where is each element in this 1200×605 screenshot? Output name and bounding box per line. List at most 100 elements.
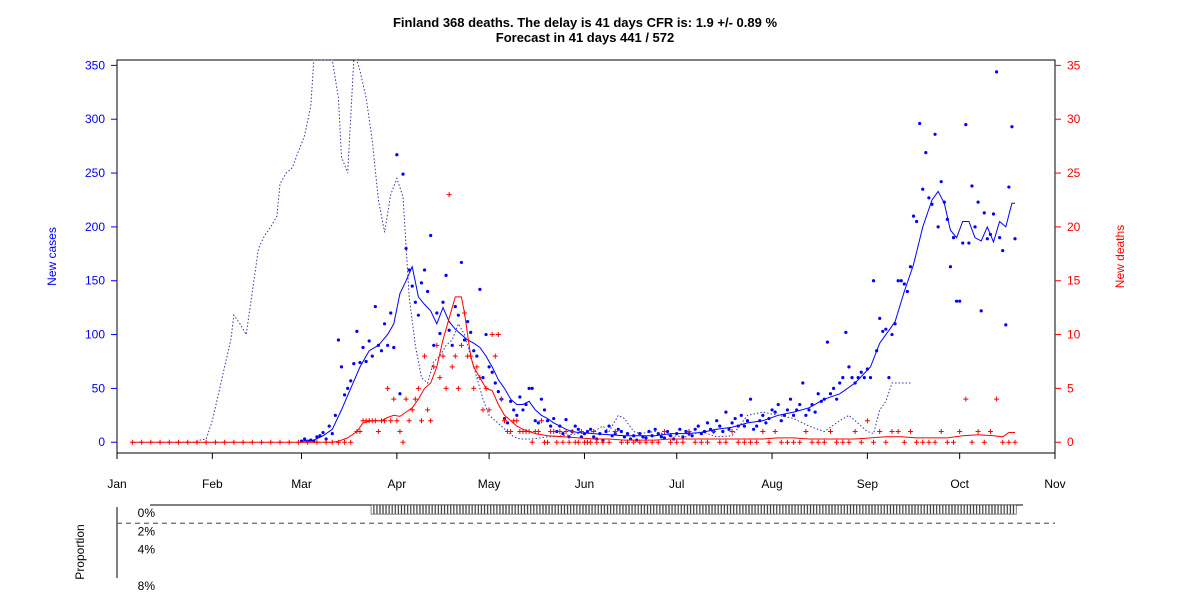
case-point bbox=[398, 392, 402, 396]
proportion-bar bbox=[721, 504, 725, 515]
proportion-bar bbox=[392, 504, 396, 515]
proportion-bar bbox=[626, 504, 630, 515]
proportion-bar bbox=[435, 504, 439, 515]
case-point bbox=[773, 410, 777, 414]
case-point bbox=[788, 397, 793, 401]
death-point bbox=[944, 439, 950, 445]
case-point bbox=[841, 376, 845, 380]
proportion-bar bbox=[825, 504, 829, 515]
proportion-bar bbox=[964, 504, 968, 515]
proportion-bar bbox=[1010, 504, 1014, 515]
shifted-deaths-line bbox=[175, 59, 911, 443]
case-point bbox=[1004, 323, 1008, 327]
proportion-bar bbox=[804, 504, 808, 515]
death-point bbox=[375, 428, 381, 434]
death-point bbox=[502, 418, 508, 424]
death-point bbox=[661, 428, 667, 434]
death-point bbox=[440, 353, 446, 359]
death-point bbox=[606, 439, 612, 445]
proportion-bar bbox=[573, 504, 577, 515]
proportion-bar bbox=[610, 504, 614, 515]
main-plot: 0 50 100 150 200 250 300 350 New cases 0 5 10 15 20 25… bbox=[45, 58, 1127, 491]
case-point bbox=[838, 381, 842, 385]
death-point bbox=[821, 439, 827, 445]
death-point bbox=[711, 428, 717, 434]
proportion-bar bbox=[447, 504, 451, 515]
proportion-bar bbox=[832, 504, 836, 515]
case-point bbox=[392, 345, 396, 350]
case-point bbox=[413, 300, 417, 304]
proportion-bar bbox=[995, 504, 999, 515]
case-point bbox=[346, 386, 350, 390]
case-point bbox=[1007, 185, 1011, 189]
case-point bbox=[527, 386, 531, 390]
case-point bbox=[607, 424, 611, 428]
x-tick-label: Sep bbox=[857, 477, 879, 491]
case-point bbox=[976, 200, 980, 204]
case-point bbox=[465, 320, 470, 324]
case-point bbox=[1013, 237, 1017, 241]
case-point bbox=[426, 289, 430, 294]
death-point bbox=[529, 439, 535, 445]
proportion-bar bbox=[1004, 504, 1008, 515]
y2-tick-label: 30 bbox=[1067, 112, 1081, 126]
case-point bbox=[881, 329, 885, 333]
case-point bbox=[850, 376, 854, 380]
death-point bbox=[443, 385, 449, 391]
proportion-bar bbox=[659, 504, 663, 515]
case-point bbox=[552, 416, 556, 421]
proportion-bar bbox=[752, 504, 756, 515]
case-point bbox=[951, 236, 956, 240]
deaths-smoothed-line bbox=[132, 296, 1015, 443]
case-point bbox=[662, 436, 667, 440]
death-point bbox=[428, 418, 434, 424]
proportion-bar bbox=[699, 504, 703, 515]
case-point bbox=[432, 343, 436, 347]
case-point bbox=[370, 354, 374, 358]
case-point bbox=[653, 427, 657, 431]
death-point bbox=[406, 418, 412, 424]
proportion-bar bbox=[653, 504, 657, 515]
proportion-bar bbox=[773, 504, 777, 515]
death-point bbox=[563, 428, 569, 434]
proportion-bar bbox=[469, 504, 473, 515]
case-point bbox=[890, 332, 894, 337]
case-point bbox=[752, 427, 756, 431]
death-point bbox=[969, 439, 975, 445]
death-point bbox=[827, 428, 833, 434]
proportion-bar bbox=[696, 504, 700, 515]
proportion-bar bbox=[487, 504, 491, 515]
case-point bbox=[456, 313, 460, 317]
proportion-bar bbox=[450, 504, 454, 515]
proportion-bar bbox=[749, 504, 753, 515]
x-tick-label: Nov bbox=[1044, 477, 1065, 491]
case-point bbox=[693, 427, 697, 431]
proportion-bar bbox=[398, 504, 402, 515]
death-point bbox=[418, 418, 424, 424]
proportion-bar bbox=[970, 504, 974, 515]
death-point bbox=[994, 396, 1000, 402]
proportion-bar bbox=[745, 504, 749, 515]
proportion-bar bbox=[622, 504, 626, 515]
case-point bbox=[333, 413, 337, 417]
proportion-bar bbox=[542, 504, 546, 515]
case-point bbox=[450, 343, 454, 347]
death-point bbox=[668, 439, 674, 445]
death-point bbox=[554, 439, 560, 445]
death-point bbox=[498, 396, 504, 402]
proportion-bar bbox=[865, 504, 869, 515]
case-point bbox=[948, 265, 953, 269]
death-point bbox=[803, 428, 809, 434]
case-point bbox=[561, 432, 565, 436]
proportion-bar bbox=[945, 504, 949, 515]
x-tick-label: Oct bbox=[950, 477, 969, 491]
case-point bbox=[718, 424, 722, 428]
case-point bbox=[444, 273, 448, 277]
case-point bbox=[801, 381, 805, 385]
proportion-bar bbox=[383, 504, 387, 515]
death-point bbox=[575, 439, 581, 445]
death-point bbox=[987, 428, 993, 434]
death-point bbox=[560, 439, 566, 445]
proportion-bar bbox=[1001, 504, 1005, 515]
y-tick-label: 100 bbox=[85, 328, 105, 342]
